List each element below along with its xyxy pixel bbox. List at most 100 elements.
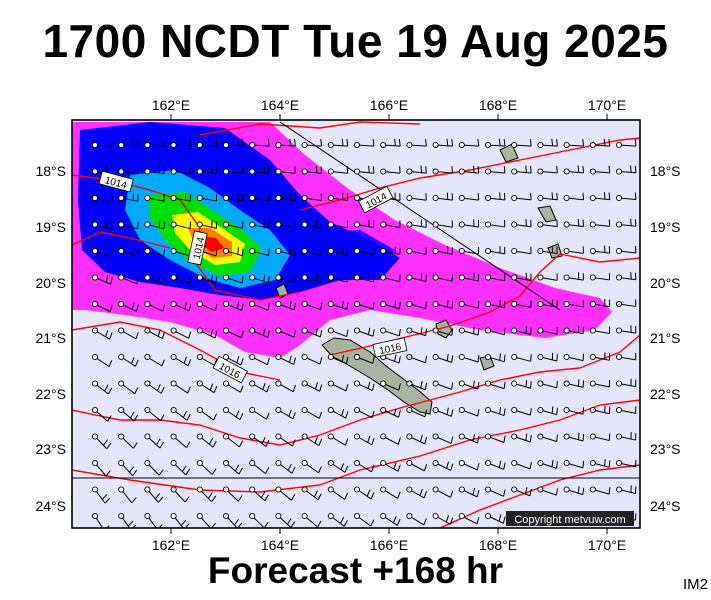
wind-barb <box>301 512 322 528</box>
wind-barb <box>380 220 401 228</box>
wind-barb <box>615 459 637 468</box>
wind-barb <box>118 486 137 504</box>
wind-barb <box>406 247 427 255</box>
wind-barb <box>563 406 585 415</box>
wind-barb <box>589 245 611 255</box>
wind-barb <box>432 512 454 525</box>
wind-barb <box>406 512 427 526</box>
wind-barb <box>91 486 111 504</box>
wind-barb <box>91 194 113 202</box>
wind-barb <box>353 139 375 149</box>
wind-barb <box>406 273 427 282</box>
wind-barb <box>380 433 401 445</box>
isobar-label: 1014 <box>192 236 207 260</box>
wind-barb <box>511 379 532 389</box>
wind-barb <box>615 165 637 175</box>
wind-barb <box>196 406 218 421</box>
wind-barb <box>563 379 585 388</box>
wind-barb <box>406 433 428 445</box>
wind-barb <box>196 512 216 528</box>
wind-barb <box>380 327 401 337</box>
wind-barb <box>222 327 244 339</box>
wind-barb <box>432 166 454 175</box>
wind-barb <box>563 353 584 362</box>
wind-barb <box>380 380 401 391</box>
wind-barb <box>432 138 454 149</box>
wind-barb <box>484 512 506 524</box>
wind-barb <box>432 353 454 363</box>
wind-barb <box>275 380 297 393</box>
wind-barb <box>380 166 401 175</box>
copyright-box: Copyright metvuw.com <box>506 511 634 526</box>
wind-barb <box>432 380 454 390</box>
wind-barb <box>589 486 611 495</box>
wind-barb <box>327 406 349 419</box>
wind-barb <box>301 486 322 501</box>
wind-barb <box>118 166 139 175</box>
wind-barb <box>589 326 611 334</box>
wind-barb <box>170 274 192 284</box>
wind-barb <box>222 459 243 475</box>
wind-barbs <box>91 138 637 528</box>
wind-barb <box>615 378 637 388</box>
wind-barb <box>118 221 139 230</box>
wind-barb <box>406 486 427 499</box>
wind-barb <box>196 165 218 175</box>
wind-barb <box>275 459 296 474</box>
lat-tick-label: 21°S <box>35 330 66 346</box>
land-masses <box>275 143 563 415</box>
wind-barb <box>432 246 453 255</box>
wind-barb <box>196 380 218 394</box>
wind-barb <box>222 193 244 202</box>
wind-barb <box>249 247 270 256</box>
wind-barb <box>249 512 269 528</box>
wind-barb <box>327 166 349 175</box>
wind-barb <box>406 165 427 175</box>
wind-barb <box>615 245 637 255</box>
wind-barb <box>301 353 323 365</box>
wind-barb <box>484 406 506 417</box>
wind-barb <box>432 406 454 417</box>
wind-barb <box>170 327 192 339</box>
wind-barb <box>511 192 532 202</box>
wind-barb <box>484 166 506 175</box>
vanuatu-island <box>537 205 557 223</box>
wind-barb <box>196 139 218 149</box>
wind-barb <box>249 300 270 311</box>
wind-barb <box>458 353 480 363</box>
wind-barb <box>511 326 532 335</box>
wind-barb <box>432 433 454 444</box>
wind-barb <box>196 459 217 475</box>
wind-barb <box>353 406 375 419</box>
lat-tick-label: 19°S <box>650 219 681 235</box>
wind-barb <box>432 486 454 498</box>
wind-barb <box>458 512 480 525</box>
wind-barb <box>511 433 532 443</box>
lon-labels-bottom: 162°E 164°E 166°E 168°E 170°E <box>152 537 626 553</box>
wind-barb <box>249 165 270 175</box>
wind-barb <box>563 192 585 202</box>
wind-barb <box>511 300 532 309</box>
wind-barb <box>118 193 139 202</box>
wind-barb <box>327 138 349 149</box>
wind-barb <box>589 433 611 442</box>
wind-barb <box>615 352 637 361</box>
lat-tick-label: 18°S <box>650 163 681 179</box>
lon-tick-label: 164°E <box>261 537 299 553</box>
wind-barb <box>458 300 480 309</box>
wind-barb <box>615 406 637 414</box>
wind-barb <box>380 486 401 499</box>
wind-barb <box>484 219 506 228</box>
wind-barb <box>327 433 349 446</box>
wind-barb <box>458 219 480 228</box>
wind-barb <box>563 165 585 175</box>
wind-barb <box>222 138 244 149</box>
wind-barb <box>353 300 375 310</box>
wind-barb <box>615 218 637 228</box>
wind-barb <box>327 300 349 310</box>
wind-barb <box>484 246 506 255</box>
wind-barb <box>301 406 323 419</box>
wind-barb <box>537 433 558 442</box>
wind-barb <box>249 220 270 229</box>
